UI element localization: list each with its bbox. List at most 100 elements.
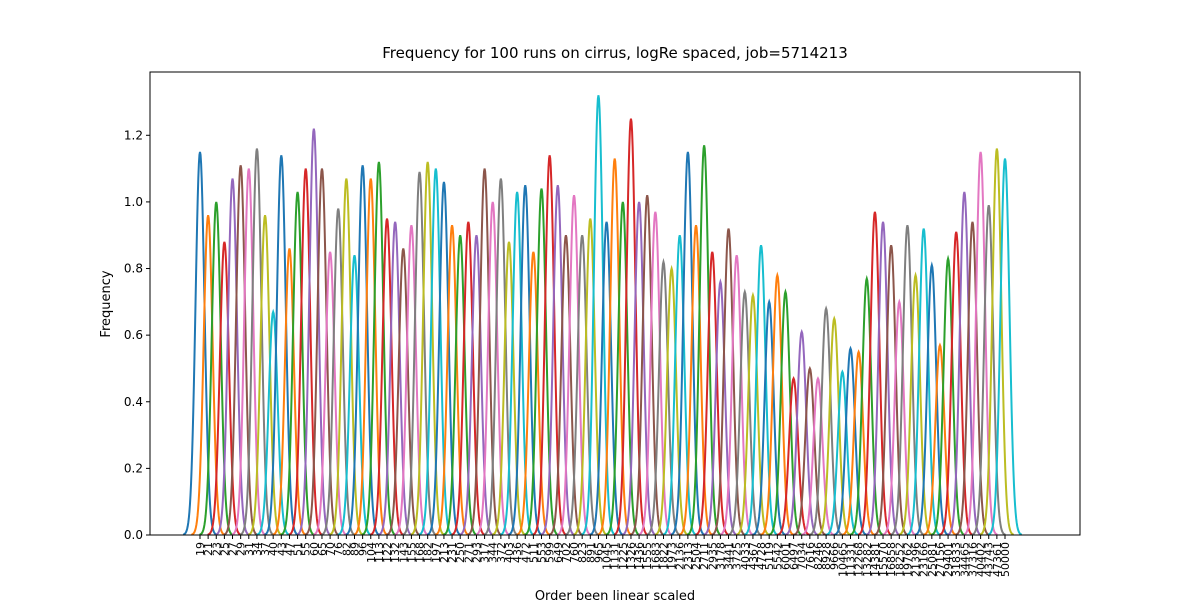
x-tick-label: 293 [470, 542, 483, 563]
x-tick-label: 70 [324, 542, 337, 556]
x-tick-label: 3178 [714, 542, 727, 570]
peak-curve [581, 95, 616, 536]
peak-curve [402, 171, 437, 536]
x-tick-label: 27156 [934, 542, 947, 577]
x-tick-label: 436 [511, 542, 524, 563]
x-tick-label: 7034 [796, 542, 809, 570]
x-tick-label: 4367 [747, 542, 760, 570]
peak-curve [882, 298, 917, 536]
x-tick-label: 47 [283, 542, 296, 556]
x-tick-label: 34 [251, 542, 264, 556]
x-tick-label: 40402 [975, 542, 988, 577]
x-tick-label: 40 [267, 542, 280, 556]
x-tick-label: 21 [202, 542, 215, 556]
peak-curve [752, 298, 787, 536]
peak-curve [475, 201, 510, 536]
x-tick-label: 37316 [966, 542, 979, 577]
peak-curve [849, 274, 884, 536]
x-tick-label: 2504 [690, 542, 703, 570]
peak-curve [264, 155, 299, 536]
x-tick-label: 31 [243, 542, 256, 556]
peak-curve [678, 224, 714, 536]
peak-curve [304, 168, 340, 536]
x-tick-label: 18252 [893, 542, 906, 577]
x-tick-label: 15570 [877, 542, 890, 577]
y-tick-label: 0.6 [124, 328, 143, 342]
x-tick-label: 4033 [739, 542, 752, 570]
peak-curve [817, 315, 852, 536]
x-tick-label: 37 [259, 542, 272, 556]
peak-curve [760, 271, 795, 536]
peak-curve [947, 191, 982, 536]
x-tick-label: 1131 [609, 542, 622, 570]
y-tick-label: 0.0 [124, 528, 143, 542]
peak-curve [906, 228, 941, 536]
x-tick-label: 317 [479, 542, 492, 563]
peak-curve [646, 257, 681, 536]
peak-curve [272, 248, 307, 536]
x-tick-label: 5542 [771, 542, 784, 570]
x-tick-label: 113 [373, 542, 386, 563]
x-tick-label: 1436 [633, 542, 646, 570]
x-tick-label: 250 [454, 542, 467, 563]
x-tick-label: 89 [348, 542, 361, 556]
x-tick-label: 182 [422, 542, 435, 563]
peak-curve [418, 168, 453, 536]
x-tick-label: 760 [568, 542, 581, 563]
x-tick-label: 29 [235, 542, 248, 556]
peak-curve [597, 158, 632, 536]
peak-curve [182, 151, 218, 536]
x-tick-label: 472 [519, 542, 532, 563]
y-tick-label: 0.4 [124, 395, 143, 409]
x-tick-label: 1555 [641, 542, 654, 570]
x-tick-label: 43 [275, 542, 288, 556]
peak-curve [215, 178, 250, 536]
x-tick-label: 34465 [958, 542, 971, 577]
x-tick-label: 2313 [682, 542, 695, 570]
peak-curve [532, 155, 567, 536]
peak-curve [467, 168, 502, 536]
peak-curve [565, 234, 600, 536]
peak-curve [613, 118, 649, 536]
peak-curve [353, 178, 388, 536]
x-tick-label: 891 [584, 542, 597, 563]
x-tick-label: 29401 [942, 542, 955, 577]
x-tick-label: 8246 [812, 542, 825, 570]
peak-curve [500, 191, 535, 536]
peak-curve [865, 221, 901, 536]
x-tick-label: 104 [365, 542, 378, 563]
x-tick-label: 12268 [853, 542, 866, 577]
x-tick-label: 9666 [828, 542, 841, 570]
x-tick-label: 1683 [649, 542, 662, 570]
peak-curve [931, 254, 966, 536]
peak-curve [622, 201, 657, 536]
peak-curve [825, 369, 860, 536]
peak-curve [630, 195, 665, 536]
peak-curve [605, 201, 640, 536]
peak-curve [378, 221, 413, 536]
peak-curve [369, 218, 405, 536]
x-tick-label: 21396 [910, 542, 923, 577]
x-tick-label: 55 [300, 542, 313, 556]
x-tick-label: 702 [560, 542, 573, 563]
y-tick-label: 0.8 [124, 262, 143, 276]
x-tick-label: 27 [227, 542, 240, 556]
peak-curve [695, 251, 730, 536]
peak-curve [670, 151, 705, 536]
x-tick-label: 6001 [779, 542, 792, 570]
peak-curve [207, 241, 242, 536]
x-tick-label: 16858 [885, 542, 898, 577]
peak-curve [939, 231, 974, 536]
peak-curve [435, 224, 470, 536]
peak-curve [638, 211, 673, 536]
peak-curve [711, 228, 746, 536]
peak-curve [914, 261, 949, 536]
peak-curve [345, 165, 380, 536]
x-tick-label: 13282 [861, 542, 874, 577]
x-tick-label: 25081 [926, 542, 939, 577]
peak-curve [719, 254, 754, 536]
x-tick-label: 649 [552, 542, 565, 563]
peak-curve [329, 178, 364, 536]
y-tick-label: 0.2 [124, 461, 143, 475]
